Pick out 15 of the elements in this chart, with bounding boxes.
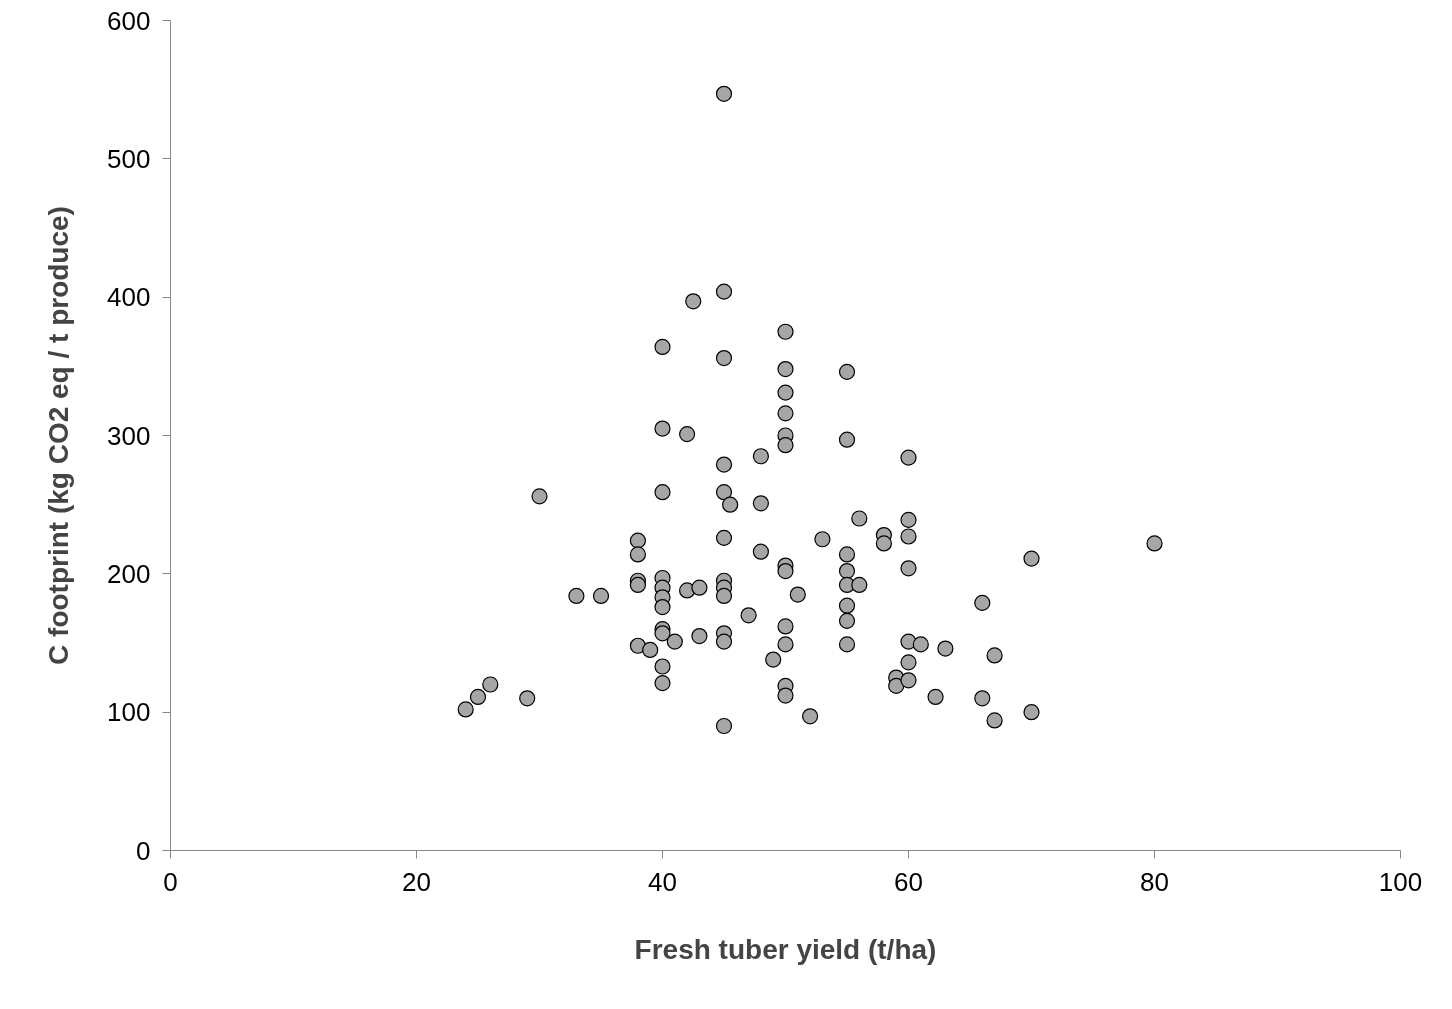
x-tick-label: 0	[163, 866, 178, 897]
y-tick-label: 0	[136, 835, 151, 866]
x-tick-label: 100	[1378, 866, 1423, 897]
x-tick-label: 40	[648, 866, 677, 897]
x-tick-label: 60	[894, 866, 923, 897]
y-tick-label: 500	[107, 143, 151, 174]
y-tick-label: 200	[107, 558, 151, 589]
y-tick-label: 400	[107, 282, 151, 313]
y-tick-label: 100	[107, 697, 151, 728]
x-tick-label: 20	[402, 866, 431, 897]
x-tick-label: 80	[1140, 866, 1169, 897]
y-axis-title: C footprint (kg CO2 eq / t produce)	[43, 206, 75, 665]
x-axis-title: Fresh tuber yield (t/ha)	[634, 933, 937, 965]
y-tick-label: 300	[107, 420, 151, 451]
y-tick-label: 600	[107, 5, 151, 36]
